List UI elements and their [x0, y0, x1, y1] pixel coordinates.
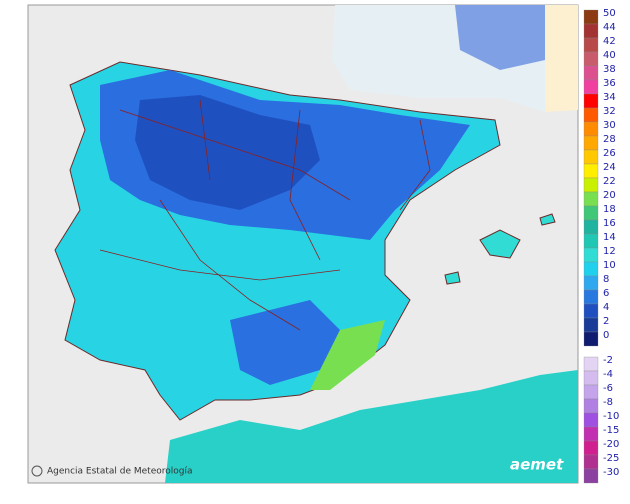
legend-swatch — [583, 191, 599, 207]
legend-swatch — [583, 37, 599, 53]
legend-label: -4 — [603, 369, 613, 380]
legend-swatch — [583, 135, 599, 151]
legend-label: -6 — [603, 383, 613, 394]
legend-label: 6 — [603, 288, 609, 299]
legend-label: -8 — [603, 397, 613, 408]
southern-cold-area — [230, 300, 340, 385]
legend-swatch — [583, 107, 599, 123]
legend-label: 26 — [603, 148, 616, 159]
legend-swatch — [583, 384, 599, 400]
legend-label: 38 — [603, 64, 616, 75]
logo-text: aemet — [510, 456, 564, 474]
legend-label: 34 — [603, 92, 616, 103]
france-cold-area — [455, 5, 545, 70]
legend-swatch — [583, 149, 599, 165]
legend-label: 18 — [603, 204, 616, 215]
legend-swatch — [583, 398, 599, 414]
legend-label: 50 — [603, 8, 616, 19]
legend-label: -25 — [603, 453, 619, 464]
legend-swatch — [583, 93, 599, 109]
legend-label: 36 — [603, 78, 616, 89]
copyright-icon — [31, 465, 43, 477]
legend-swatch — [583, 9, 599, 25]
legend-label: 30 — [603, 120, 616, 131]
legend-label: 44 — [603, 22, 616, 33]
legend-swatch — [583, 275, 599, 291]
meseta-cold-area — [135, 95, 320, 210]
legend-swatch — [583, 247, 599, 263]
legend-label: -30 — [603, 467, 619, 478]
legend-swatch — [583, 121, 599, 137]
legend-swatch — [583, 205, 599, 221]
legend-swatch — [583, 468, 599, 484]
legend-label: 14 — [603, 232, 616, 243]
legend-swatch — [583, 51, 599, 67]
legend-swatch — [583, 356, 599, 372]
legend-label: 22 — [603, 176, 616, 187]
legend-swatch — [583, 289, 599, 305]
legend-label: 32 — [603, 106, 616, 117]
legend-swatch — [583, 177, 599, 193]
credit-text: Agencia Estatal de Meteorología — [47, 467, 193, 477]
legend-swatch — [583, 317, 599, 333]
legend-swatch — [583, 233, 599, 249]
legend-label: 10 — [603, 260, 616, 271]
legend-swatch — [583, 440, 599, 456]
legend-label: 8 — [603, 274, 609, 285]
legend-swatch — [583, 303, 599, 319]
legend-label: -2 — [603, 355, 613, 366]
legend-swatch — [583, 65, 599, 81]
legend-swatch — [583, 331, 599, 347]
coast-warm-area — [310, 320, 385, 390]
mallorca — [479, 229, 521, 259]
east-land — [545, 5, 578, 112]
legend-swatch — [583, 454, 599, 470]
legend-swatch — [583, 219, 599, 235]
legend-swatch — [583, 370, 599, 386]
legend-swatch — [583, 23, 599, 39]
legend-label: 24 — [603, 162, 616, 173]
region-borders — [99, 99, 431, 331]
legend-swatch — [583, 163, 599, 179]
legend-label: 40 — [603, 50, 616, 61]
legend-label: 20 — [603, 190, 616, 201]
legend-label: -10 — [603, 411, 619, 422]
legend-swatch — [583, 426, 599, 442]
legend-swatch — [583, 79, 599, 95]
legend-label: -20 — [603, 439, 619, 450]
ibiza — [444, 271, 461, 285]
legend-swatch — [583, 261, 599, 277]
legend-label: 28 — [603, 134, 616, 145]
legend-swatch — [583, 412, 599, 428]
legend-label: 42 — [603, 36, 616, 47]
africa-land — [165, 370, 578, 483]
legend-label: 0 — [603, 330, 609, 341]
menorca — [539, 213, 556, 226]
legend: 5044424038363432302826242220181614121086… — [583, 8, 619, 484]
legend-label: -15 — [603, 425, 619, 436]
legend-label: 12 — [603, 246, 616, 257]
legend-label: 16 — [603, 218, 616, 229]
legend-label: 4 — [603, 302, 609, 313]
legend-label: 2 — [603, 316, 609, 327]
